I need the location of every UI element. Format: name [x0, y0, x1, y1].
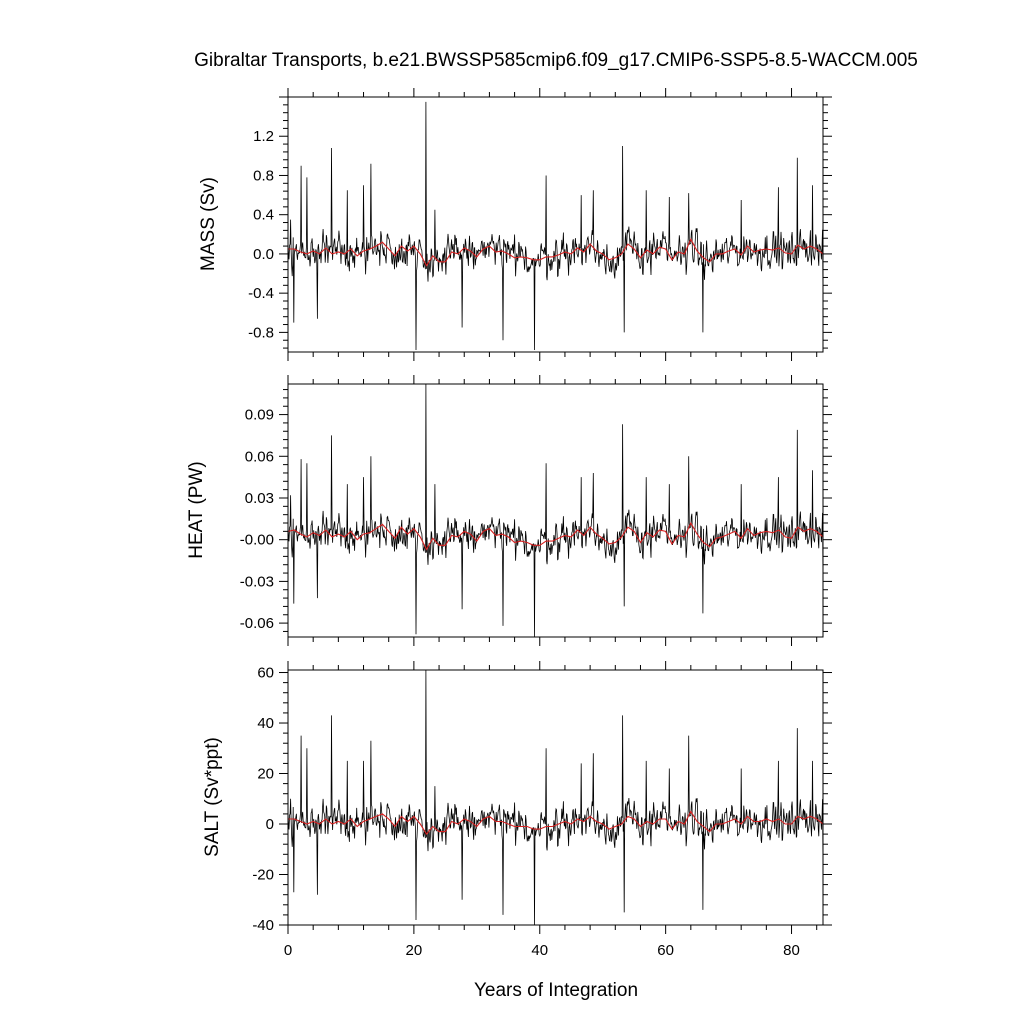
heat-y-tick-label: 0.09 — [245, 407, 274, 424]
mass-y-tick-label: 0.0 — [253, 246, 274, 263]
heat-y-tick-label: 0.06 — [245, 448, 274, 465]
x-axis-label: Years of Integration — [474, 980, 638, 1001]
mass-y-tick-label: -0.8 — [248, 324, 274, 341]
salt-y-tick-label: -20 — [252, 867, 274, 884]
x-tick-label: 0 — [284, 942, 292, 959]
heat-y-tick-label: -0.06 — [240, 615, 274, 632]
salt-plot-area: 60 40 20 0 -20 -40 0 20 40 60 80 — [252, 661, 832, 959]
heat-y-axis-label: HEAT (PW) — [186, 461, 207, 558]
heat-monthly-series-line — [287, 383, 824, 638]
x-tick-label: 60 — [657, 942, 674, 959]
salt-y-tick-label: 0 — [266, 816, 274, 833]
heat-plot-frame — [287, 383, 824, 638]
mass-smoothed-series-line — [288, 237, 824, 267]
x-tick-label: 40 — [531, 942, 548, 959]
x-tick-label: 80 — [783, 942, 800, 959]
heat-y-tick-label: -0.03 — [240, 573, 274, 590]
salt-y-tick-label: 20 — [257, 766, 274, 783]
mass-plot-area: 1.2 0.8 0.4 0.0 -0.4 -0.8 — [248, 88, 832, 361]
mass-panel: 1.2 0.8 0.4 0.0 -0.4 -0.8 MASS (Sv) — [198, 88, 832, 361]
salt-y-tick-label: 40 — [257, 715, 274, 732]
heat-plot-area: 0.09 0.06 0.03 -0.00 -0.03 -0.06 — [240, 375, 832, 646]
chart-title: Gibraltar Transports, b.e21.BWSSP585cmip… — [194, 50, 918, 71]
mass-y-tick-label: -0.4 — [248, 285, 274, 302]
mass-plot-frame — [287, 96, 824, 353]
mass-y-tick-label: 0.8 — [253, 167, 274, 184]
salt-y-axis-label: SALT (Sv*ppt) — [202, 737, 223, 857]
salt-plot-frame — [287, 669, 824, 926]
x-tick-label: 20 — [406, 942, 423, 959]
mass-monthly-series-line — [287, 101, 824, 351]
mass-y-tick-label: 0.4 — [253, 207, 274, 224]
salt-smoothed-series-line — [288, 810, 824, 836]
heat-panel: 0.09 0.06 0.03 -0.00 -0.03 -0.06 HEAT (PW) — [186, 375, 832, 646]
salt-y-tick-label: 60 — [257, 665, 274, 682]
mass-y-tick-label: 1.2 — [253, 128, 274, 145]
heat-y-tick-label: -0.00 — [240, 532, 274, 549]
salt-panel: 60 40 20 0 -20 -40 0 20 40 60 80 SALT (Sv*ppt) — [202, 661, 832, 959]
salt-monthly-series-line — [287, 669, 824, 926]
mass-y-axis-label: MASS (Sv) — [198, 177, 219, 271]
heat-y-tick-label: 0.03 — [245, 490, 274, 507]
salt-y-tick-label: -40 — [252, 917, 274, 934]
heat-smoothed-series-line — [287, 521, 824, 551]
